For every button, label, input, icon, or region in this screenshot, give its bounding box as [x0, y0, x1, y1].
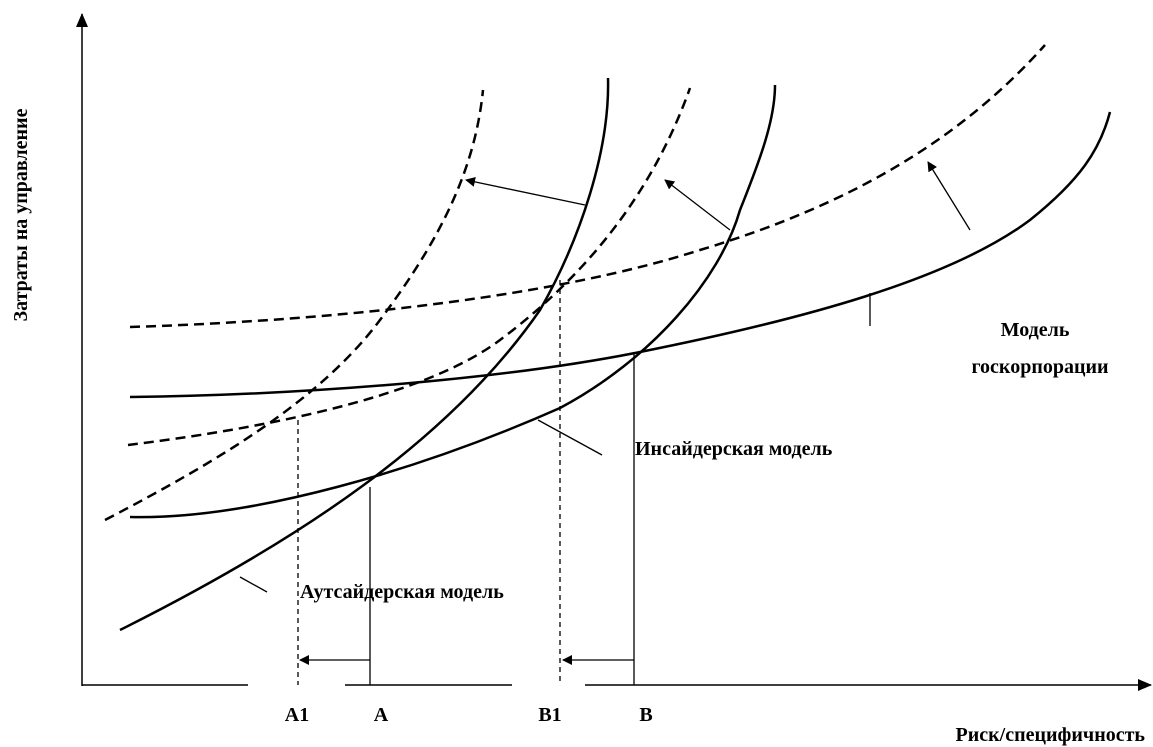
tick-label: A: [374, 704, 389, 726]
outsider-curve: [119, 77, 610, 632]
gos-label: Модель: [1001, 319, 1070, 341]
axis-gap: [512, 683, 585, 688]
gos-curve: [129, 111, 1112, 399]
shift-arrow: [927, 161, 971, 231]
tick-label: B: [639, 704, 652, 726]
pointer: [537, 419, 603, 456]
x-axis-label: Риск/специфичность: [956, 724, 1146, 746]
gos-curve-shifted: [129, 44, 1046, 329]
y-axis-label: Затраты на управление: [10, 108, 32, 321]
tick-label: B1: [538, 704, 561, 726]
insider-label: Инсайдерская модель: [635, 438, 833, 460]
insider-curve: [129, 84, 777, 519]
outsider-label: Аутсайдерская модель: [300, 581, 504, 603]
outsider-curve-shifted: [104, 89, 485, 522]
tick-label: A1: [285, 704, 309, 726]
axis-gap: [248, 683, 345, 688]
pointer: [239, 576, 268, 593]
insider-curve-shifted: [127, 87, 692, 447]
gos-label: госкорпорации: [971, 356, 1108, 378]
shift-arrow: [465, 176, 586, 206]
shift-arrow: [664, 179, 731, 231]
